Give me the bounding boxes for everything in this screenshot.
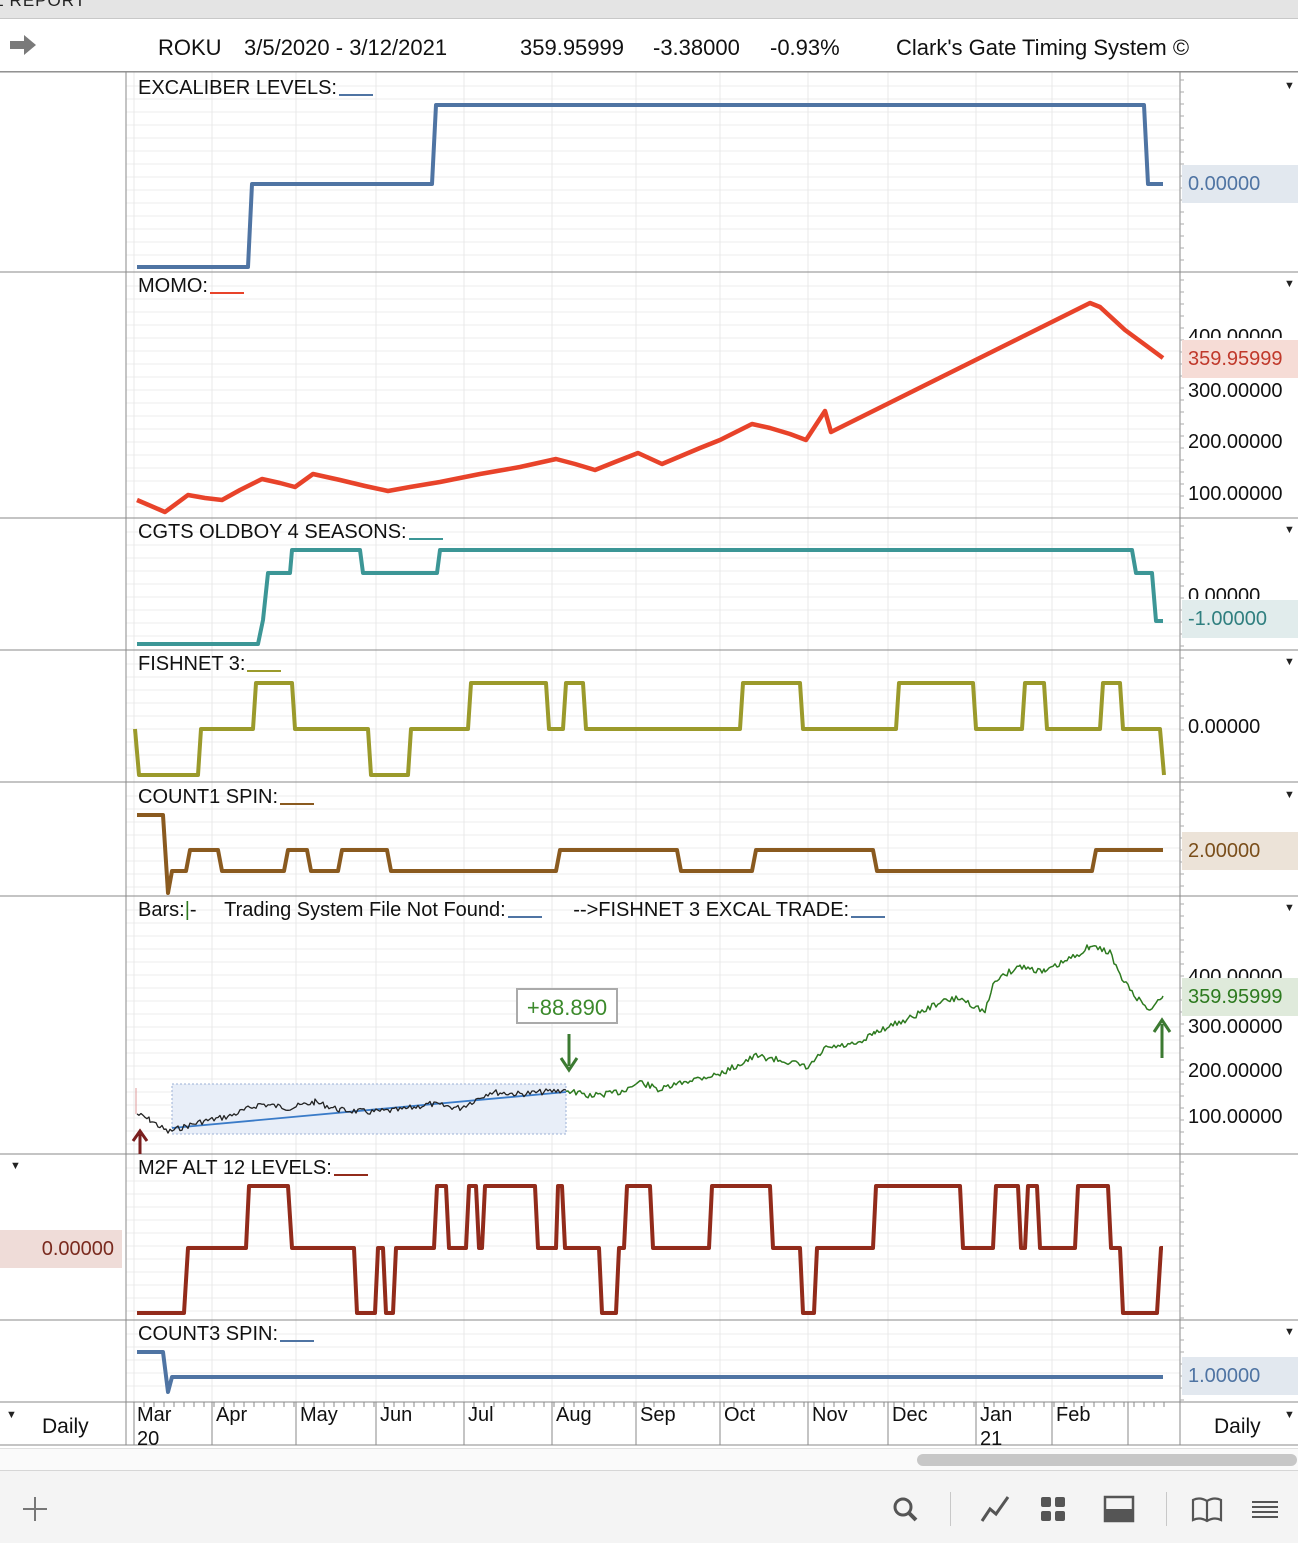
last-price: 359.95999: [520, 35, 624, 60]
cgts-tick-0: 0.00000: [1188, 585, 1261, 599]
momo-tick-400: 400.00000: [1188, 326, 1283, 338]
month-label: Jun: [380, 1404, 413, 1426]
toolbar-separator: [950, 1492, 951, 1526]
panel-menu-caret[interactable]: ▼: [1284, 656, 1295, 668]
price-path: [565, 944, 1164, 1099]
momo-series: [136, 300, 1165, 515]
toolbar-separator: [1166, 1492, 1167, 1526]
momo-tick-300: 300.00000: [1188, 380, 1283, 402]
panel-layout-icon[interactable]: [1102, 1492, 1136, 1526]
selection-box: [171, 1083, 567, 1135]
period-selector-right[interactable]: Daily: [1214, 1415, 1261, 1438]
period-caret[interactable]: ▼: [6, 1409, 17, 1421]
fishnet-series: [133, 681, 1166, 777]
chart-line-icon[interactable]: [978, 1492, 1012, 1526]
month-label: Jul: [468, 1404, 494, 1426]
period-caret[interactable]: ▼: [1284, 1409, 1295, 1421]
count1-series: [137, 813, 1163, 895]
month-label: May: [300, 1404, 338, 1426]
year-label: 20: [137, 1428, 160, 1450]
bars-value-badge: 359.95999: [1182, 978, 1298, 1016]
price-change: -3.38000: [653, 35, 740, 60]
panel-menu-caret[interactable]: ▼: [1284, 902, 1295, 914]
month-label: Oct: [724, 1404, 756, 1426]
system-name: Clark's Gate Timing System ©: [896, 35, 1190, 60]
count1-value-badge: 2.00000: [1182, 832, 1298, 870]
price-path-history: [136, 1088, 567, 1134]
month-label: Aug: [556, 1404, 592, 1426]
cgts-value-badge: -1.00000: [1182, 600, 1298, 638]
excaliber-label: EXCALIBER LEVELS:: [138, 77, 373, 100]
bottom-toolbar: [0, 1470, 1298, 1543]
count1-label: COUNT1 SPIN:: [138, 786, 315, 809]
momo-tick-100: 100.00000: [1188, 483, 1283, 505]
cgts-series: [137, 548, 1163, 646]
panel-menu-caret[interactable]: ▼: [1284, 1326, 1295, 1338]
excaliber-value-badge: 0.00000: [1182, 165, 1298, 203]
window-title: L REPORT: [0, 0, 87, 10]
m2f-label: M2F ALT 12 LEVELS:: [138, 1157, 368, 1180]
cgts-label: CGTS OLDBOY 4 SEASONS:: [138, 521, 443, 544]
scrollbar-thumb[interactable]: [917, 1454, 1297, 1466]
fishnet-tick-0: 0.00000: [1188, 716, 1261, 738]
panel-menu-caret[interactable]: ▼: [1284, 524, 1295, 536]
count3-label: COUNT3 SPIN:: [138, 1323, 315, 1346]
grid-layout-icon[interactable]: [1036, 1492, 1070, 1526]
sell-arrow-icon: [559, 1034, 579, 1073]
m2f-series: [137, 1184, 1163, 1315]
window-title-strip: L REPORT: [0, 0, 1298, 19]
excaliber-series: [137, 103, 1163, 269]
panel-menu-caret[interactable]: ▼: [1284, 789, 1295, 801]
momo-label: MOMO:: [138, 275, 244, 298]
period-selector-left[interactable]: Daily: [42, 1415, 89, 1438]
panel-menu-caret[interactable]: ▼: [10, 1160, 21, 1172]
month-label: Jan: [980, 1404, 1013, 1426]
year-label: 21: [980, 1428, 1003, 1450]
momo-value-badge: 359.95999: [1182, 340, 1298, 378]
date-range: 3/5/2020 - 3/12/2021: [244, 35, 448, 60]
menu-icon[interactable]: [1248, 1492, 1282, 1526]
regression-line: [171, 1091, 567, 1129]
m2f-value-badge: 0.00000: [0, 1230, 122, 1268]
book-icon[interactable]: [1190, 1492, 1224, 1526]
fishnet-label: FISHNET 3:: [138, 653, 282, 676]
month-label: Nov: [812, 1404, 848, 1426]
panel-menu-caret[interactable]: ▼: [1284, 80, 1295, 92]
count3-value-badge: 1.00000: [1182, 1357, 1298, 1395]
month-label: Apr: [216, 1404, 248, 1426]
panel-menu-caret[interactable]: ▼: [1284, 278, 1295, 290]
bars-tick-300: 300.00000: [1188, 1016, 1283, 1034]
count3-series: [137, 1350, 1163, 1394]
price-change-pct: -0.93%: [770, 35, 840, 60]
forward-arrow-icon[interactable]: [8, 33, 38, 57]
bars-tick-200: 200.00000: [1188, 1060, 1283, 1082]
bars-tick-100: 100.00000: [1188, 1106, 1283, 1128]
search-icon[interactable]: [888, 1492, 922, 1526]
buy-arrow-icon: [1152, 1017, 1172, 1058]
month-label: Sep: [640, 1404, 676, 1426]
ticker-symbol: ROKU: [158, 35, 222, 60]
bars-tick-400: 400.00000: [1188, 966, 1283, 978]
add-icon[interactable]: [18, 1492, 52, 1526]
trade-profit-label: +88.890: [516, 988, 618, 1024]
month-label: Feb: [1056, 1404, 1091, 1426]
entry-arrow-icon: [131, 1128, 149, 1154]
chart-header: ROKU 3/5/2020 - 3/12/2021 359.95999 -3.3…: [0, 19, 1298, 72]
momo-tick-200: 200.00000: [1188, 431, 1283, 453]
month-label: Dec: [892, 1404, 928, 1426]
bars-label: Bars:|- Trading System File Not Found: -…: [138, 899, 886, 922]
month-label: Mar: [137, 1404, 172, 1426]
